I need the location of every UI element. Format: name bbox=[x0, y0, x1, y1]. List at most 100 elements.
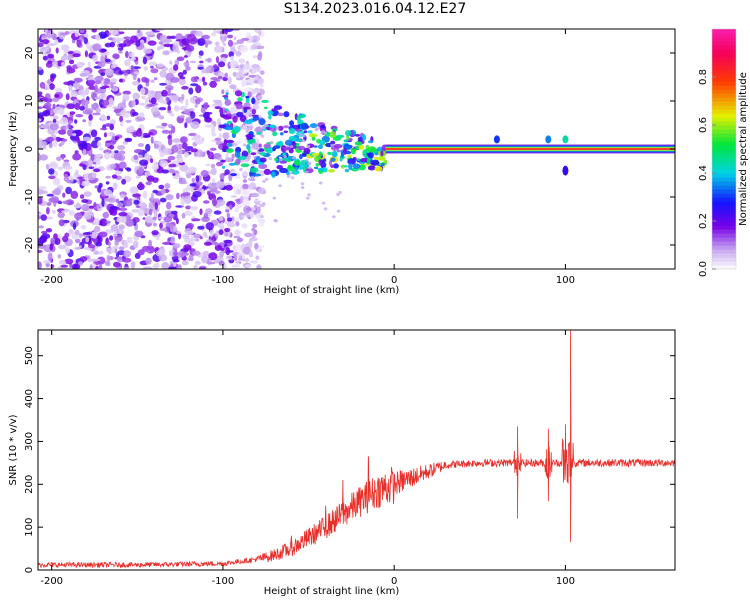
noise-speckle bbox=[187, 257, 194, 262]
noise-speckle bbox=[251, 88, 261, 94]
noise-speckle bbox=[161, 122, 168, 127]
noise-speckle bbox=[168, 266, 174, 269]
signal-blob bbox=[240, 163, 250, 168]
noise-speckle bbox=[50, 75, 55, 82]
colorbar-tick-label: 0.6 bbox=[698, 117, 709, 133]
noise-speckle bbox=[155, 125, 165, 129]
signal-blob bbox=[341, 164, 345, 169]
colorbar-segment bbox=[712, 73, 736, 78]
signal-blob bbox=[373, 156, 380, 161]
noise-speckle bbox=[95, 34, 101, 41]
noise-speckle bbox=[118, 224, 125, 230]
signal-blob bbox=[220, 114, 227, 118]
colorbar-segment bbox=[712, 85, 736, 90]
signal-blob bbox=[295, 142, 300, 148]
noise-speckle bbox=[185, 66, 191, 71]
signal-blob bbox=[236, 111, 244, 118]
noise-speckle bbox=[98, 231, 108, 238]
noise-speckle bbox=[83, 211, 92, 220]
noise-speckle bbox=[151, 164, 159, 170]
noise-speckle bbox=[176, 192, 180, 200]
noise-speckle bbox=[205, 42, 208, 48]
noise-speckle bbox=[38, 225, 44, 229]
heatmap-x-tick-label: -200 bbox=[40, 275, 63, 286]
noise-speckle bbox=[159, 222, 163, 229]
signal-blob bbox=[377, 146, 384, 152]
noise-speckle bbox=[244, 63, 251, 71]
noise-speckle bbox=[134, 230, 144, 237]
noise-speckle bbox=[178, 181, 188, 185]
colorbar-segment bbox=[712, 61, 736, 66]
noise-speckle bbox=[80, 141, 88, 150]
noise-speckle bbox=[79, 73, 89, 77]
noise-speckle bbox=[207, 187, 211, 192]
noise-speckle bbox=[308, 166, 312, 170]
noise-speckle bbox=[114, 150, 119, 154]
noise-speckle bbox=[54, 187, 61, 196]
noise-speckle bbox=[172, 261, 177, 268]
noise-speckle bbox=[150, 192, 154, 201]
noise-speckle bbox=[114, 239, 119, 246]
noise-speckle bbox=[124, 138, 132, 143]
noise-speckle bbox=[81, 204, 90, 212]
colorbar-segment bbox=[712, 205, 736, 210]
signal-blob bbox=[315, 163, 320, 167]
noise-speckle bbox=[262, 202, 266, 206]
signal-blob bbox=[355, 133, 360, 137]
noise-speckle bbox=[109, 29, 119, 36]
noise-speckle bbox=[163, 216, 173, 223]
snr-x-tick-label: -200 bbox=[40, 576, 63, 587]
noise-speckle bbox=[161, 262, 170, 269]
noise-speckle bbox=[109, 163, 117, 169]
noise-speckle bbox=[144, 97, 149, 105]
snr-y-tick-label: 300 bbox=[24, 432, 35, 451]
noise-speckle bbox=[100, 72, 106, 77]
noise-speckle bbox=[68, 59, 75, 65]
noise-speckle bbox=[153, 222, 157, 227]
noise-speckle bbox=[221, 89, 225, 95]
noise-speckle bbox=[87, 79, 96, 86]
noise-speckle bbox=[79, 176, 83, 185]
noise-speckle bbox=[107, 241, 111, 246]
noise-speckle bbox=[107, 32, 111, 36]
noise-speckle bbox=[85, 237, 90, 243]
noise-speckle bbox=[39, 81, 46, 89]
noise-speckle bbox=[167, 137, 173, 146]
signal-blob bbox=[366, 157, 371, 165]
noise-speckle bbox=[188, 87, 194, 95]
noise-speckle bbox=[153, 77, 158, 81]
noise-speckle bbox=[272, 196, 277, 200]
noise-speckle bbox=[241, 223, 248, 229]
noise-speckle bbox=[257, 78, 264, 85]
noise-speckle bbox=[213, 29, 217, 34]
noise-speckle bbox=[122, 141, 129, 145]
snr-y-tick-label: 200 bbox=[24, 475, 35, 494]
noise-speckle bbox=[217, 61, 226, 68]
noise-speckle bbox=[66, 103, 76, 110]
noise-speckle bbox=[169, 60, 173, 65]
signal-blob bbox=[297, 145, 306, 151]
noise-speckle bbox=[240, 45, 249, 53]
noise-speckle bbox=[91, 29, 97, 33]
noise-speckle bbox=[204, 124, 213, 128]
noise-speckle bbox=[158, 107, 167, 111]
noise-speckle bbox=[177, 72, 184, 78]
noise-speckle bbox=[180, 115, 185, 119]
noise-speckle bbox=[89, 264, 93, 269]
noise-speckle bbox=[250, 44, 258, 50]
colorbar-segment bbox=[712, 49, 736, 54]
noise-speckle bbox=[49, 110, 54, 116]
noise-speckle bbox=[194, 30, 203, 37]
noise-speckle bbox=[157, 99, 168, 104]
signal-blob bbox=[318, 159, 323, 166]
noise-speckle bbox=[209, 147, 217, 151]
noise-speckle bbox=[119, 150, 126, 155]
noise-speckle bbox=[50, 264, 55, 269]
signal-blob bbox=[253, 173, 262, 177]
noise-speckle bbox=[106, 115, 111, 121]
noise-speckle bbox=[93, 202, 97, 208]
noise-speckle bbox=[139, 159, 149, 166]
noise-speckle bbox=[109, 235, 114, 241]
noise-speckle bbox=[231, 153, 235, 159]
noise-speckle bbox=[142, 56, 147, 65]
